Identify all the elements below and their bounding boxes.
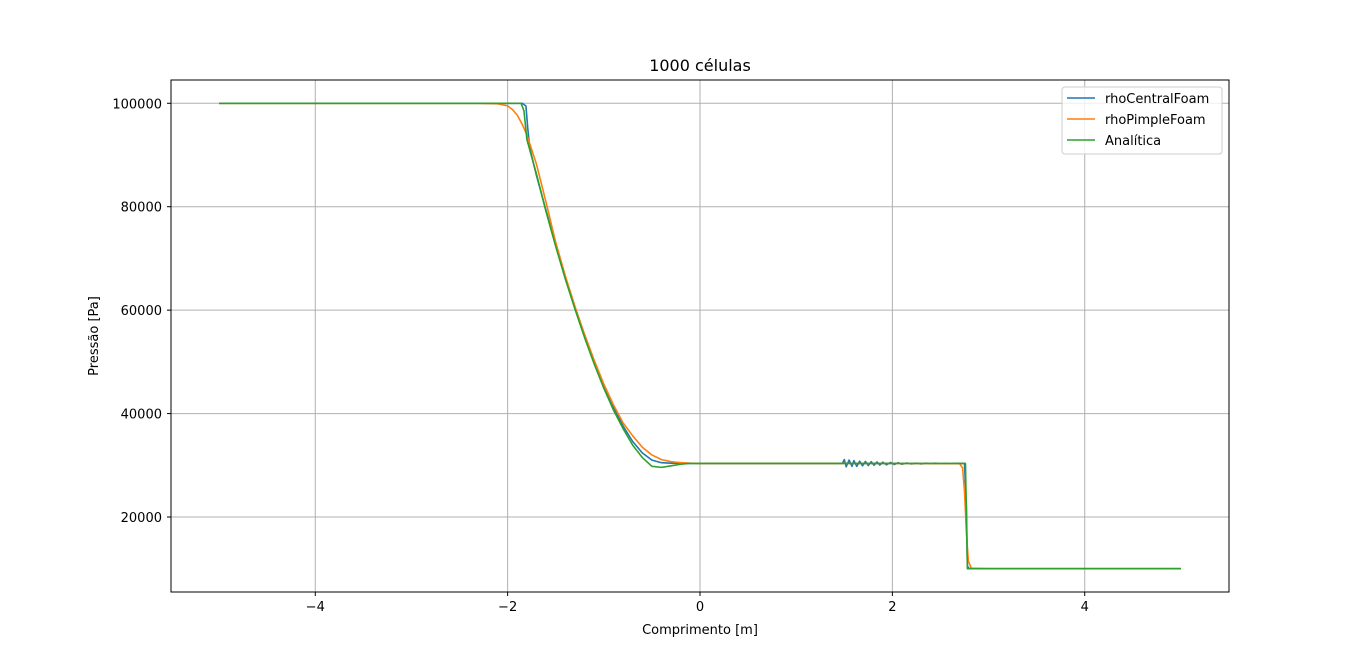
y-tick-label: 60000 [121,304,162,319]
chart-title: 1000 células [649,56,751,75]
legend-label: rhoPimpleFoam [1105,113,1206,128]
legend-label: rhoCentralFoam [1105,92,1209,107]
y-tick-label: 100000 [112,97,162,112]
x-tick-label: 0 [696,600,704,615]
series-line-rhopimplefoam [219,102,1181,570]
series-layer [219,102,1181,570]
x-tick-label: −2 [498,600,517,615]
legend-label: Analítica [1105,134,1161,149]
legend-items: rhoCentralFoam rhoPimpleFoam Analítica [1067,92,1209,149]
y-axis-title: Pressão [Pa] [87,296,102,376]
y-tick-label: 20000 [121,511,162,526]
legend: rhoCentralFoam rhoPimpleFoam Analítica [1061,86,1223,155]
ticks-layer: −4 −2 0 2 4 20000 40000 60000 80000 100000 [112,97,1089,615]
x-tick-label: 4 [1081,600,1089,615]
x-axis-title: Comprimento [m] [642,623,758,638]
legend-box [1061,86,1223,155]
grid-layer [171,80,1229,592]
x-tick-label: −4 [306,600,325,615]
y-tick-label: 80000 [121,201,162,216]
y-tick-label: 40000 [121,408,162,423]
x-tick-label: 2 [888,600,896,615]
series-line-analitica [219,102,1181,570]
